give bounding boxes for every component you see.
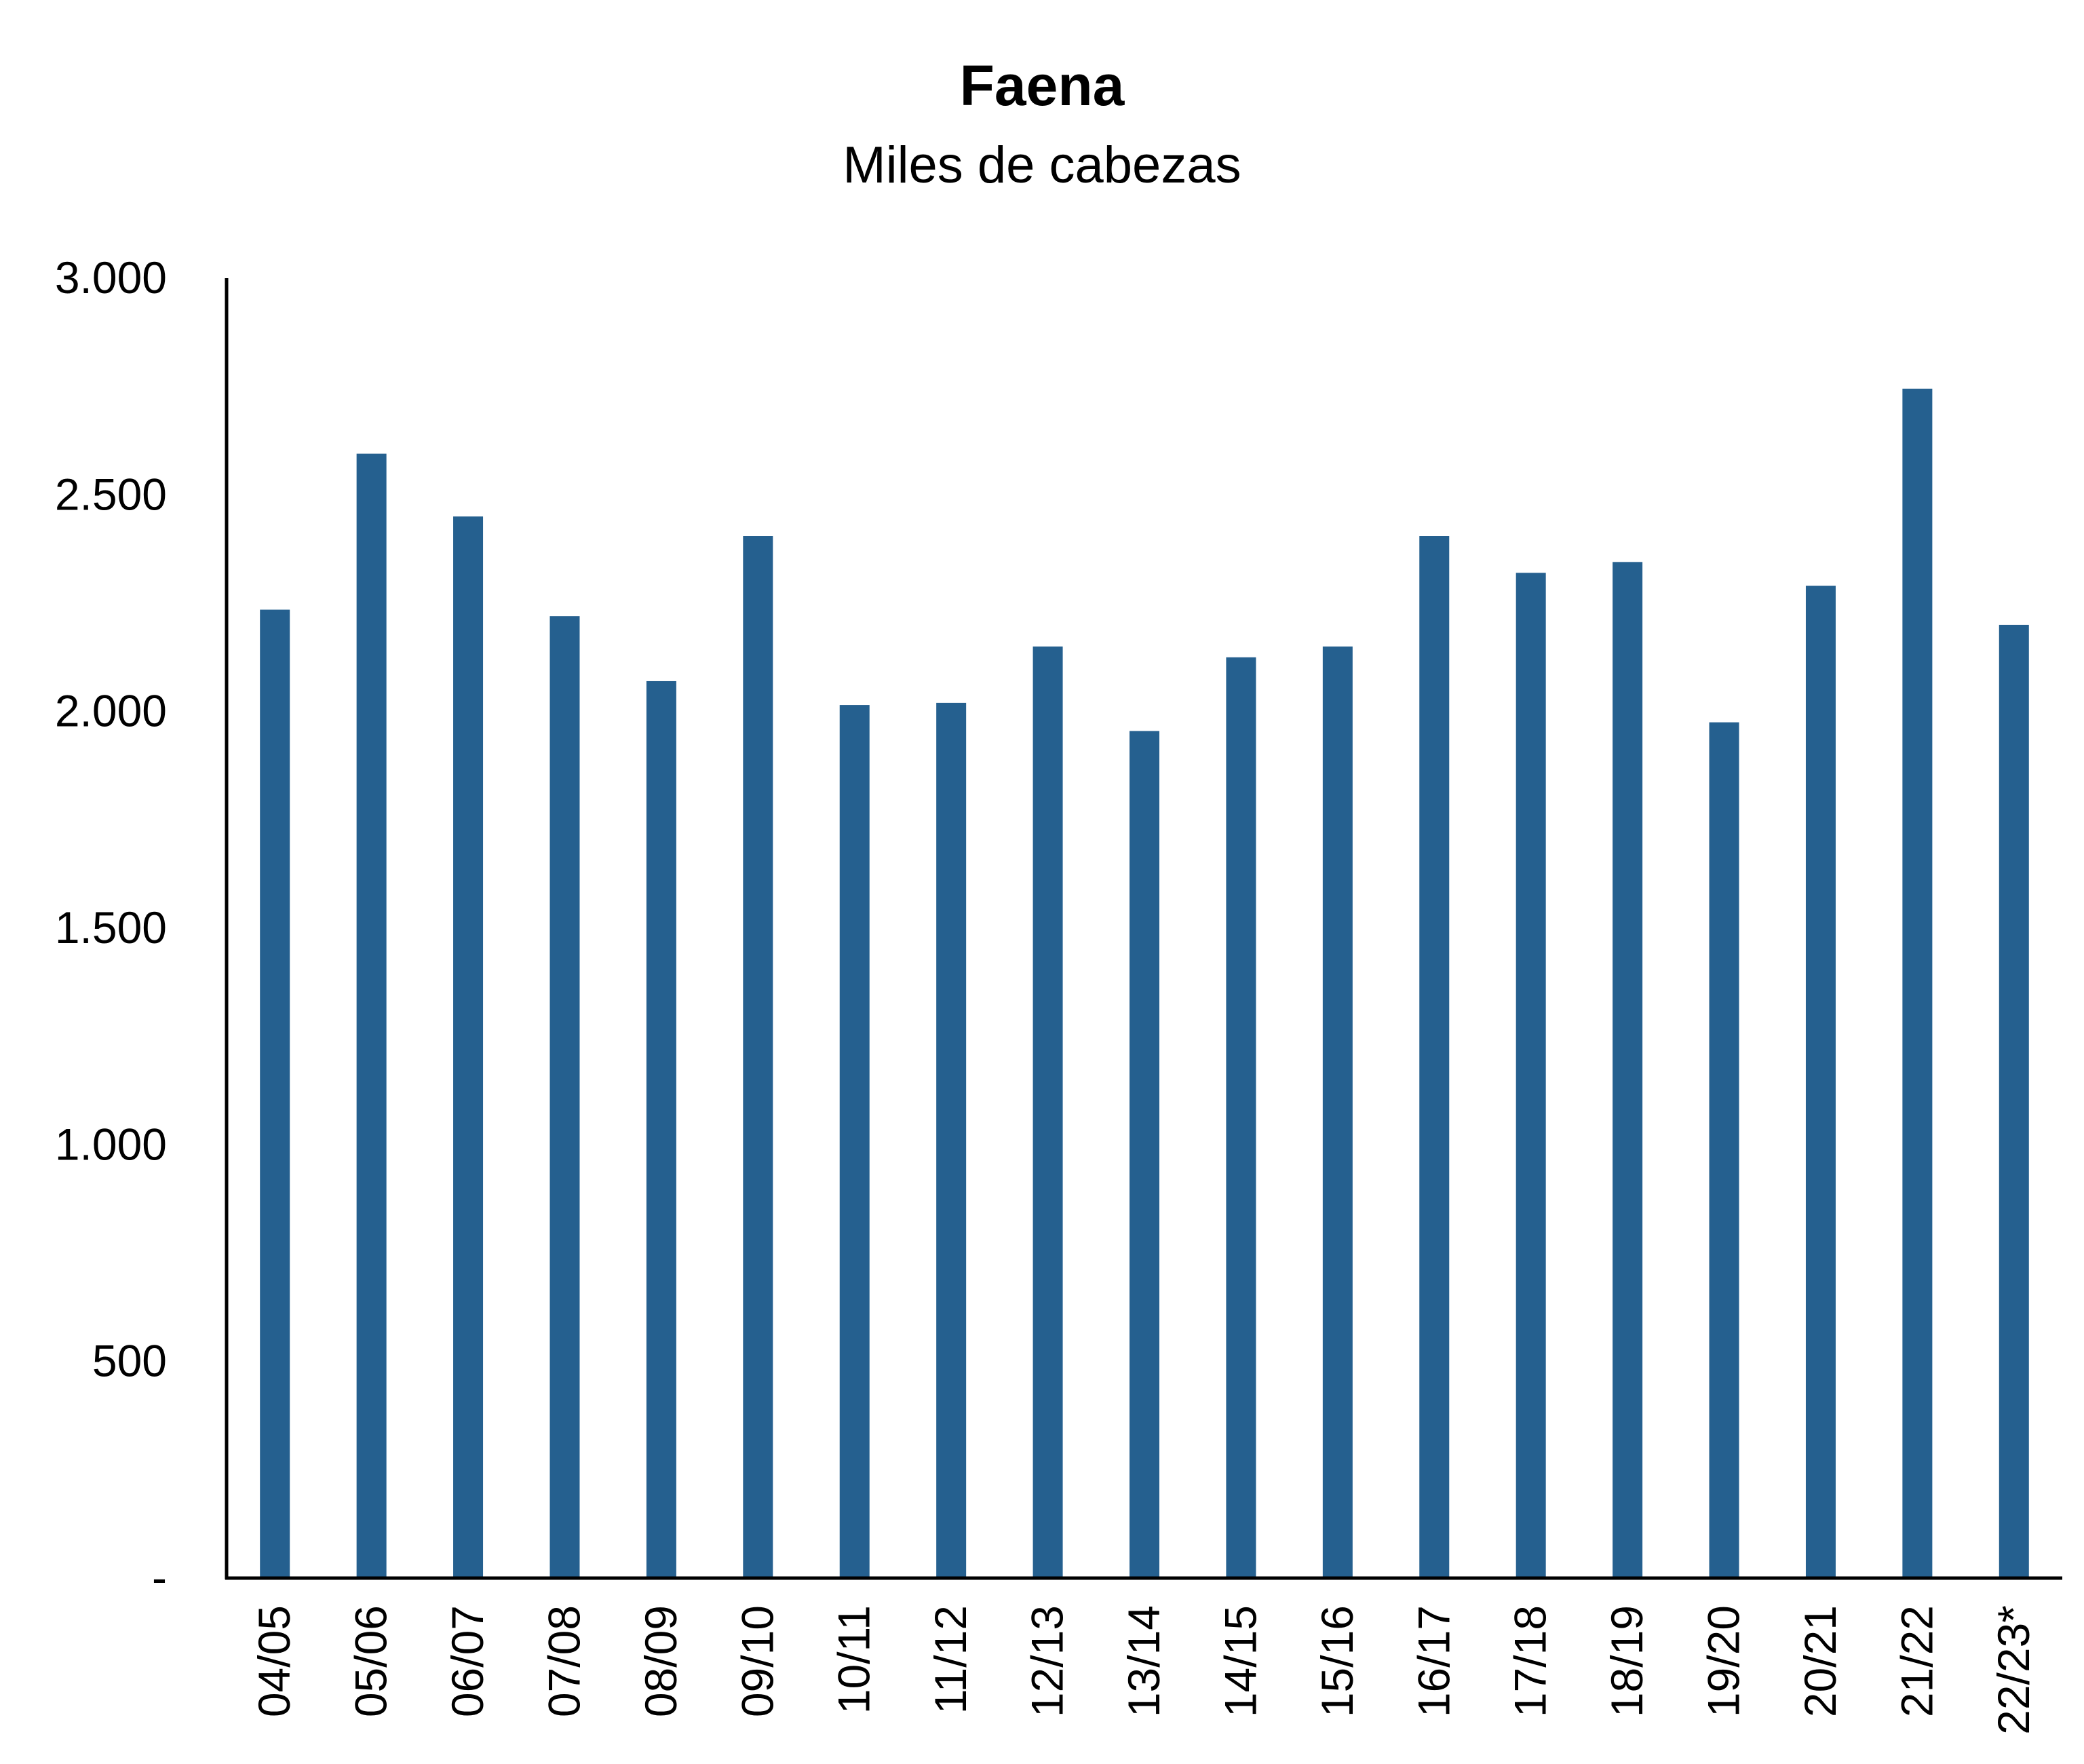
x-tick-label: 18/19: [1602, 1605, 1652, 1717]
bar-13-14: [1130, 731, 1159, 1578]
bar-10-11: [839, 705, 870, 1578]
y-tick-label: 1.000: [55, 1119, 167, 1169]
y-tick-label: 1.500: [55, 902, 167, 953]
x-tick-label: 14/15: [1215, 1605, 1265, 1717]
bar-14-15: [1226, 657, 1256, 1579]
bar-11-12: [936, 702, 967, 1578]
x-tick-label: 09/10: [732, 1605, 782, 1717]
x-tick-label: 07/08: [539, 1605, 589, 1717]
x-tick-label: 21/22: [1891, 1605, 1942, 1717]
y-tick-label: 2.500: [55, 469, 167, 519]
bar-15-16: [1322, 646, 1353, 1578]
x-tick-label: 12/13: [1022, 1605, 1073, 1717]
x-tick-label: 11/12: [925, 1605, 976, 1714]
bar-16-17: [1419, 536, 1450, 1579]
bar-07-08: [549, 616, 580, 1579]
x-tick-label: 13/14: [1119, 1605, 1169, 1717]
x-tick-label: 10/11: [829, 1605, 879, 1714]
x-tick-label: 17/18: [1505, 1605, 1556, 1717]
x-tick-label: 15/16: [1312, 1605, 1362, 1717]
x-tick-label: 22/23*: [1988, 1605, 2039, 1735]
bar-22-23-: [1999, 624, 2029, 1578]
x-tick-label: 19/20: [1699, 1605, 1749, 1717]
bar-06-07: [453, 516, 484, 1579]
y-tick-label: 500: [92, 1336, 167, 1386]
x-tick-label: 05/06: [346, 1605, 396, 1717]
y-tick-label: 2.000: [55, 686, 167, 736]
bar-05-06: [356, 453, 387, 1579]
bar-18-19: [1613, 562, 1643, 1578]
bar-12-13: [1033, 646, 1063, 1578]
bar-21-22: [1902, 388, 1933, 1578]
chart-subtitle: Miles de cabezas: [843, 136, 1241, 194]
bar-19-20: [1709, 722, 1739, 1578]
chart-title: Faena: [959, 54, 1125, 117]
bar-04-05: [260, 609, 290, 1578]
bar-17-18: [1516, 573, 1546, 1578]
y-tick-label: 3.000: [55, 252, 167, 303]
x-tick-label: 06/07: [442, 1605, 493, 1717]
y-tick-label: -: [152, 1552, 167, 1603]
bar-20-21: [1805, 586, 1836, 1578]
x-tick-label: 20/21: [1795, 1605, 1845, 1717]
bar-08-09: [646, 680, 676, 1579]
x-tick-label: 04/05: [249, 1605, 299, 1717]
x-tick-label: 08/09: [636, 1605, 686, 1717]
bar-09-10: [743, 536, 773, 1579]
x-tick-label: 16/17: [1408, 1605, 1459, 1717]
